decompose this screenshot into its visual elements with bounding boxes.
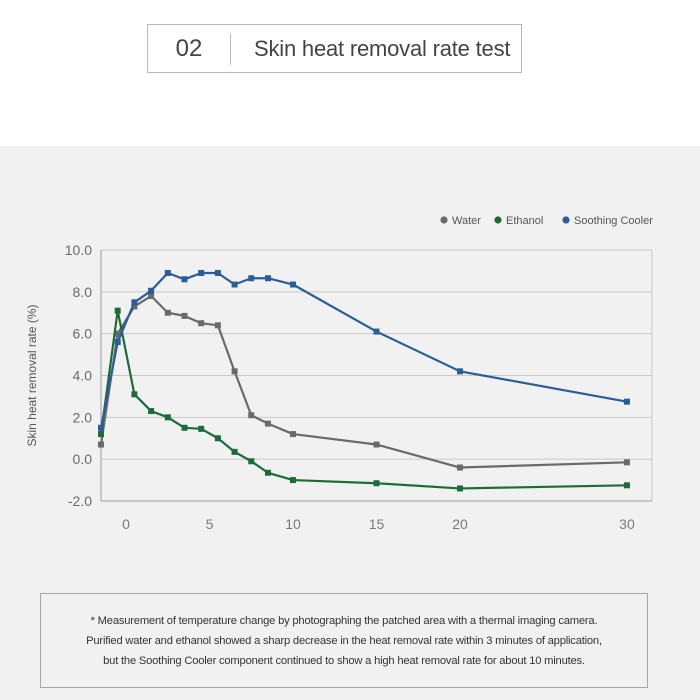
x-tick-label: 20 [452,516,468,532]
data-point-soothing-cooler [114,339,121,346]
data-point-water [164,309,171,316]
y-tick-label: 8.0 [73,284,93,300]
x-tick-label: 15 [369,516,385,532]
footnote-line-2: Purified water and ethanol showed a shar… [86,634,602,647]
data-point-ethanol [214,435,221,442]
legend-marker [562,216,570,224]
data-point-water [623,459,630,466]
data-point-ethanol [264,469,271,476]
line-chart: -2.0 0.0 2.0 4.0 6.0 8.0 10.0 0 5 10 15 20 30 Skin he… [25,215,653,532]
data-point-ethanol [198,425,205,432]
data-point-soothing-cooler [231,281,238,288]
y-axis-label: Skin heat removal rate (%) [25,304,39,446]
data-point-ethanol [148,408,155,415]
data-point-water [131,303,138,310]
data-point-water [198,320,205,327]
data-point-water [214,322,221,329]
data-point-water [148,293,155,300]
data-point-water [264,420,271,427]
data-point-ethanol [248,458,255,465]
x-tick-label: 5 [206,516,214,532]
data-point-soothing-cooler [98,424,104,431]
data-point-ethanol [231,448,238,455]
data-point-water [373,441,380,448]
data-point-soothing-cooler [248,275,255,282]
data-point-ethanol [98,431,104,438]
x-tick-label: 0 [122,516,130,532]
section-header: 02 Skin heat removal rate test [147,24,522,73]
data-point-water [231,368,238,375]
y-tick-label: 2.0 [73,409,93,425]
data-point-soothing-cooler [290,281,297,288]
data-point-ethanol [290,477,297,484]
footnote-line-3: but the Soothing Cooler component contin… [103,654,585,667]
footnote-line-1: * Measurement of temperature change by p… [90,614,598,627]
y-tick-label: 0.0 [73,451,93,467]
data-point-water [290,431,297,438]
y-tick-label: 10.0 [65,242,92,258]
series-line-ethanol [99,309,627,490]
data-point-soothing-cooler [264,275,271,282]
legend-marker [494,216,502,224]
series-line-water [99,294,627,469]
data-point-ethanol [456,485,463,492]
data-point-ethanol [623,482,630,489]
data-point-ethanol [114,307,121,314]
data-point-water [114,330,121,337]
series-line-soothing-cooler [99,271,628,429]
data-point-water [98,441,104,448]
y-tick-label: 6.0 [73,326,93,342]
data-point-ethanol [164,414,171,421]
legend-label: Soothing Cooler [574,215,653,227]
data-point-ethanol [131,391,138,398]
data-point-water [181,312,188,319]
x-tick-label: 30 [619,516,635,532]
y-tick-label: 4.0 [73,368,93,384]
footnote-box: * Measurement of temperature change by p… [40,593,648,688]
data-point-ethanol [181,424,188,431]
data-point-soothing-cooler [131,299,138,306]
section-title: Skin heat removal rate test [254,35,511,61]
data-point-water [248,412,255,419]
legend-label: Ethanol [506,215,543,227]
data-point-soothing-cooler [164,270,171,277]
data-point-soothing-cooler [456,368,463,375]
section-number: 02 [175,34,203,62]
data-point-ethanol [373,480,380,487]
legend-marker [440,216,448,224]
legend-label: Water [452,215,481,227]
header-divider [230,32,231,65]
data-point-soothing-cooler [181,276,188,283]
data-point-soothing-cooler [214,270,221,277]
data-point-soothing-cooler [198,270,205,277]
x-tick-label: 10 [285,516,301,532]
data-point-soothing-cooler [623,398,630,405]
data-point-soothing-cooler [148,287,155,294]
y-tick-label: -2.0 [68,493,92,509]
data-point-soothing-cooler [373,328,380,335]
data-point-water [456,464,463,471]
